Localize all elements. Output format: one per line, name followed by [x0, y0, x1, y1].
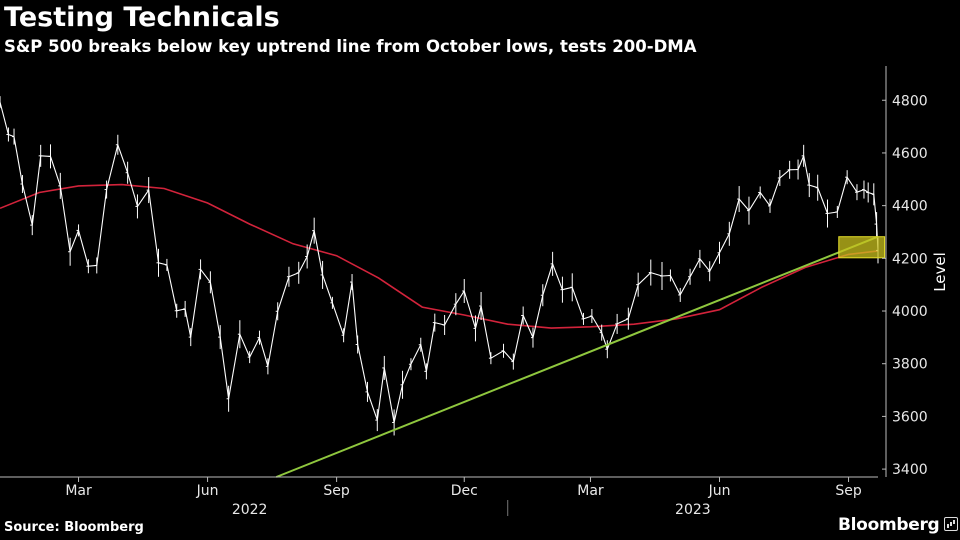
- x-axis-ticks: Mar Jun Sep Dec Mar Jun Sep: [65, 477, 862, 499]
- y-tick-label: 3800: [892, 357, 928, 373]
- source-note: Source: Bloomberg: [4, 520, 144, 535]
- trendline: [275, 235, 879, 478]
- y-tick-label: 4400: [892, 199, 928, 215]
- x-tick-label: Mar: [65, 483, 92, 499]
- x-tick-label: Jun: [196, 483, 219, 499]
- year-label: 2022: [232, 502, 268, 518]
- y-tick-label: 4600: [892, 146, 928, 162]
- highlight-box: [838, 236, 886, 259]
- price-line: [0, 101, 879, 424]
- dma-line: [0, 183, 879, 329]
- x-tick-label: Sep: [323, 483, 350, 499]
- y-axis-ticks: 3400 3600 3800 4000 4200 4400 4600 4800: [882, 93, 928, 478]
- year-labels: 2022 2023: [232, 502, 711, 518]
- chart-logo-icon: [944, 517, 959, 531]
- highlight-zone: [838, 236, 886, 259]
- year-label: 2023: [675, 502, 711, 518]
- x-tick-label: Dec: [451, 483, 478, 499]
- y-tick-label: 4200: [892, 251, 928, 267]
- chart-subtitle: S&P 500 breaks below key uptrend line fr…: [4, 37, 697, 56]
- bloomberg-logo-text: Bloomberg: [838, 515, 940, 535]
- y-tick-label: 3400: [892, 462, 928, 478]
- y-axis-title: Level: [931, 252, 949, 292]
- x-tick-label: Mar: [577, 483, 604, 499]
- x-tick-label: Jun: [708, 483, 731, 499]
- trendline-series: [275, 235, 879, 478]
- bloomberg-logo: Bloomberg: [838, 515, 959, 535]
- price-series: [0, 96, 879, 436]
- y-tick-label: 4800: [892, 93, 928, 109]
- x-tick-label: Sep: [835, 483, 862, 499]
- dma-series: [0, 183, 879, 329]
- axes: [0, 66, 887, 478]
- y-tick-label: 3600: [892, 409, 928, 425]
- y-tick-label: 4000: [892, 304, 928, 320]
- chart-title: Testing Technicals: [4, 2, 280, 33]
